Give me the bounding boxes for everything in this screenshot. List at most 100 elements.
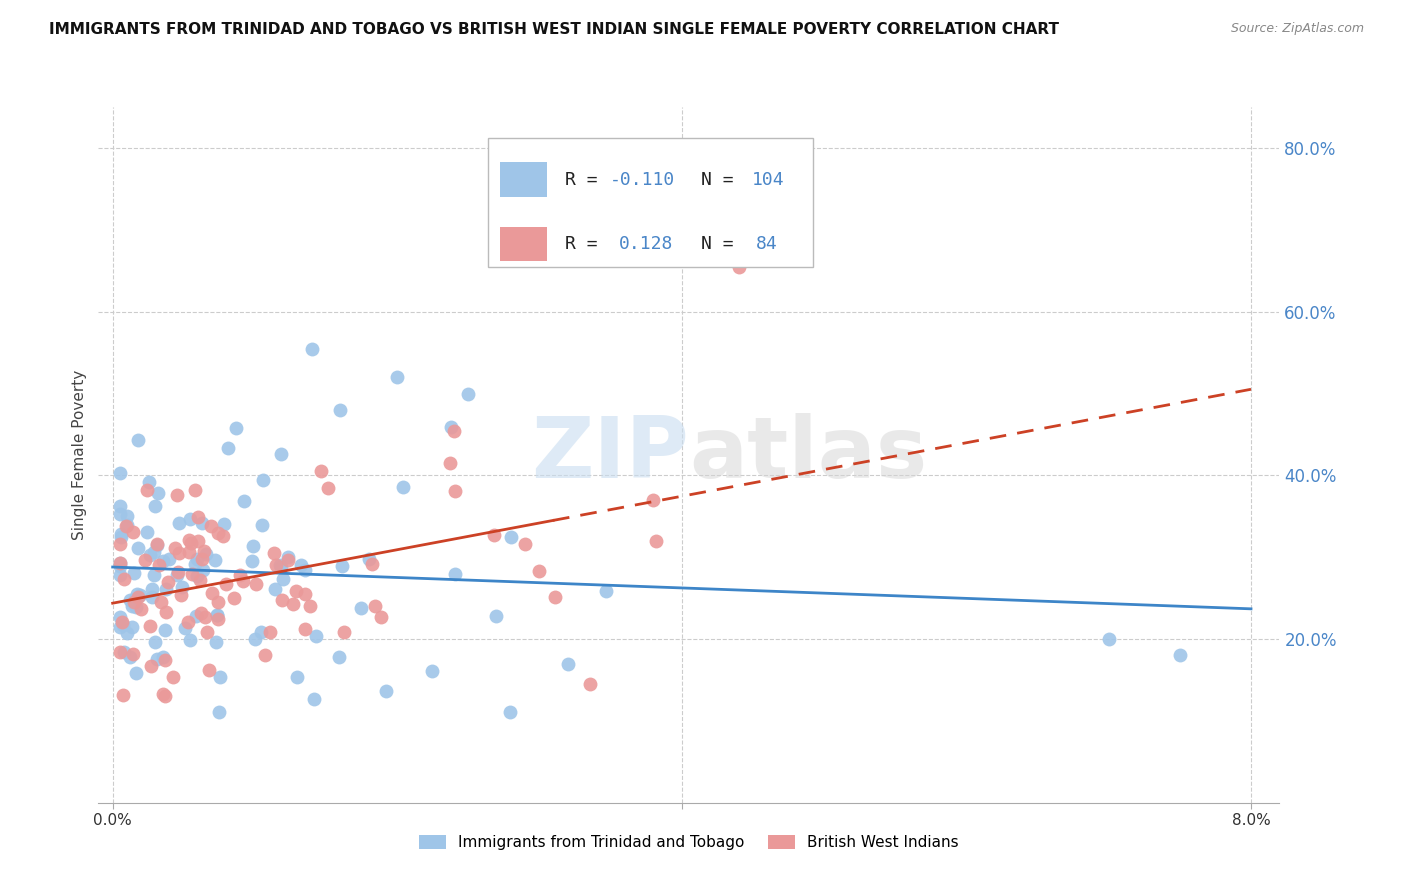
Point bbox=[294, 587, 316, 601]
Point bbox=[125, 599, 148, 614]
Point bbox=[440, 420, 463, 434]
Text: ZIP: ZIP bbox=[531, 413, 689, 497]
Point bbox=[485, 609, 508, 624]
Point bbox=[270, 559, 292, 574]
Point bbox=[108, 620, 131, 634]
Point bbox=[108, 557, 131, 571]
Point bbox=[112, 688, 135, 702]
Point bbox=[152, 554, 174, 568]
Point bbox=[139, 659, 162, 673]
Point bbox=[269, 558, 291, 572]
Point bbox=[222, 591, 245, 605]
Point bbox=[1168, 648, 1191, 663]
Point bbox=[350, 601, 373, 615]
Point bbox=[186, 609, 208, 624]
Text: -0.110: -0.110 bbox=[610, 170, 675, 188]
Point bbox=[143, 635, 166, 649]
Point bbox=[370, 610, 392, 624]
Point bbox=[285, 670, 308, 684]
Point bbox=[197, 663, 219, 677]
Point bbox=[225, 421, 247, 435]
Point bbox=[457, 386, 479, 401]
Point bbox=[499, 705, 522, 719]
Point bbox=[252, 473, 274, 487]
Point bbox=[204, 553, 226, 567]
Point bbox=[557, 657, 579, 671]
Text: R =: R = bbox=[565, 235, 619, 253]
Point bbox=[277, 553, 299, 567]
Point bbox=[240, 554, 263, 568]
Point bbox=[108, 610, 131, 624]
Text: R =: R = bbox=[565, 170, 609, 188]
Point bbox=[305, 629, 328, 643]
Point bbox=[443, 425, 465, 439]
Point bbox=[207, 526, 229, 541]
Point bbox=[166, 488, 188, 502]
Point bbox=[392, 480, 415, 494]
Point bbox=[184, 558, 207, 572]
Text: 104: 104 bbox=[752, 170, 785, 188]
Point bbox=[501, 529, 523, 543]
Point bbox=[271, 573, 294, 587]
Point bbox=[212, 517, 235, 532]
Point bbox=[170, 588, 193, 602]
Point bbox=[157, 575, 180, 590]
Point bbox=[108, 557, 131, 571]
Point bbox=[439, 456, 461, 470]
Point bbox=[108, 507, 131, 521]
Point bbox=[207, 595, 229, 609]
Point bbox=[529, 564, 551, 578]
Point bbox=[129, 601, 152, 615]
Point bbox=[108, 537, 131, 551]
Point bbox=[155, 689, 177, 703]
Point bbox=[110, 530, 132, 544]
Point bbox=[134, 553, 156, 567]
Point bbox=[115, 518, 138, 533]
Point bbox=[138, 475, 160, 489]
Point bbox=[177, 615, 200, 630]
Point bbox=[146, 536, 169, 550]
Point bbox=[125, 666, 148, 681]
Point bbox=[177, 545, 200, 559]
Point bbox=[118, 650, 141, 665]
Point bbox=[108, 466, 131, 480]
Point bbox=[135, 524, 157, 539]
Point bbox=[209, 670, 232, 684]
FancyBboxPatch shape bbox=[501, 162, 547, 197]
Point bbox=[122, 524, 145, 539]
Point bbox=[264, 582, 287, 596]
Y-axis label: Single Female Poverty: Single Female Poverty bbox=[72, 370, 87, 540]
Point bbox=[115, 625, 138, 640]
Point bbox=[122, 595, 145, 609]
Point bbox=[186, 551, 208, 566]
Text: N =: N = bbox=[700, 235, 755, 253]
Point bbox=[177, 533, 200, 547]
Point bbox=[259, 624, 281, 639]
Point bbox=[112, 618, 135, 632]
Point bbox=[115, 519, 138, 533]
Point bbox=[112, 572, 135, 586]
Point bbox=[207, 612, 229, 626]
Point bbox=[135, 483, 157, 498]
Point bbox=[110, 645, 132, 659]
Point bbox=[146, 538, 169, 552]
Point bbox=[127, 587, 149, 601]
Point bbox=[139, 618, 162, 632]
FancyBboxPatch shape bbox=[488, 138, 813, 267]
Point bbox=[643, 492, 665, 507]
Point bbox=[190, 607, 212, 621]
FancyBboxPatch shape bbox=[501, 227, 547, 261]
Point bbox=[121, 620, 143, 634]
Point bbox=[229, 567, 252, 582]
Point bbox=[167, 565, 190, 579]
Point bbox=[207, 608, 229, 623]
Point bbox=[644, 533, 666, 548]
Point bbox=[360, 558, 382, 572]
Point bbox=[294, 563, 316, 577]
Point bbox=[163, 541, 186, 556]
Point bbox=[139, 548, 162, 562]
Point bbox=[148, 558, 170, 573]
Point bbox=[205, 635, 228, 649]
Point bbox=[143, 568, 166, 582]
Point bbox=[127, 590, 149, 604]
